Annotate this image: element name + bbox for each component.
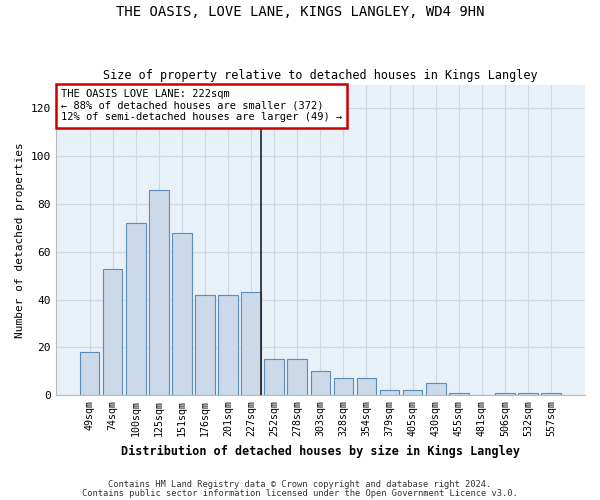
Bar xyxy=(195,295,215,395)
Bar xyxy=(380,390,400,395)
Text: Contains public sector information licensed under the Open Government Licence v3: Contains public sector information licen… xyxy=(82,488,518,498)
Bar xyxy=(103,268,122,395)
Bar xyxy=(149,190,169,395)
Bar xyxy=(449,393,469,395)
Title: Size of property relative to detached houses in Kings Langley: Size of property relative to detached ho… xyxy=(103,69,538,82)
Bar xyxy=(172,232,191,395)
Bar xyxy=(518,393,538,395)
Bar xyxy=(218,295,238,395)
Text: THE OASIS LOVE LANE: 222sqm
← 88% of detached houses are smaller (372)
12% of se: THE OASIS LOVE LANE: 222sqm ← 88% of det… xyxy=(61,89,342,122)
Bar xyxy=(287,360,307,395)
Y-axis label: Number of detached properties: Number of detached properties xyxy=(15,142,25,338)
Text: Contains HM Land Registry data © Crown copyright and database right 2024.: Contains HM Land Registry data © Crown c… xyxy=(109,480,491,489)
Bar xyxy=(311,372,330,395)
Bar xyxy=(265,360,284,395)
Bar xyxy=(541,393,561,395)
Bar xyxy=(126,223,146,395)
Bar xyxy=(241,292,261,395)
Bar xyxy=(403,390,422,395)
Text: THE OASIS, LOVE LANE, KINGS LANGLEY, WD4 9HN: THE OASIS, LOVE LANE, KINGS LANGLEY, WD4… xyxy=(116,5,484,19)
Bar xyxy=(495,393,515,395)
Bar xyxy=(334,378,353,395)
Bar xyxy=(356,378,376,395)
Bar xyxy=(80,352,100,395)
X-axis label: Distribution of detached houses by size in Kings Langley: Distribution of detached houses by size … xyxy=(121,444,520,458)
Bar xyxy=(426,384,446,395)
